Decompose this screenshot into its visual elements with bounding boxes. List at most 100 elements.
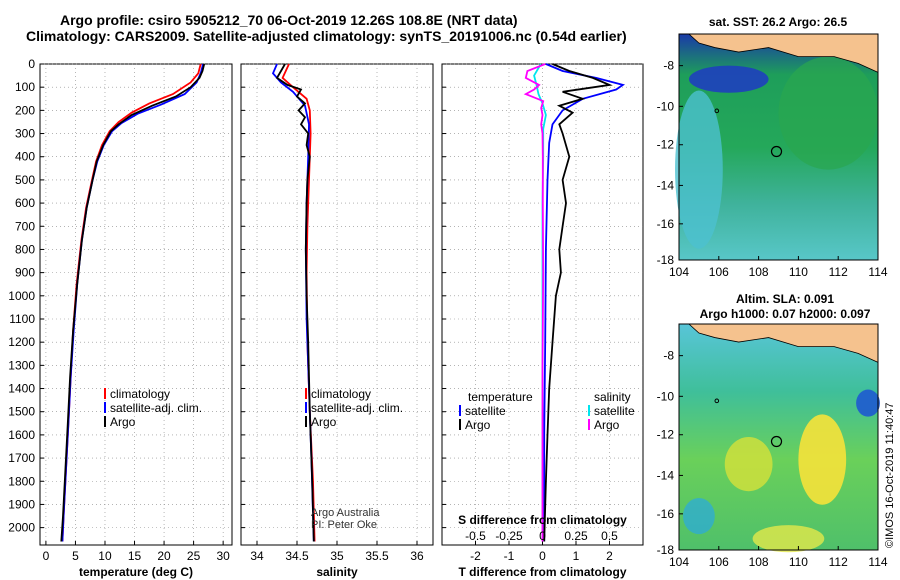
legend-label: Argo [594,418,620,432]
y-tick-label: 400 [15,150,35,164]
y-tick-label: 1500 [8,405,35,419]
y-tick-label: 600 [15,196,35,210]
imos-timestamp: ©IMOS 16-Oct-2019 11:40:47 [884,402,896,548]
x-tick-label: -1 [504,549,515,563]
legend-label: climatology [110,387,170,401]
map-y-tick-label: -18 [657,543,675,557]
y-tick-label: 1600 [8,428,35,442]
map-x-tick-label: 108 [749,555,769,569]
island-marker [714,108,720,114]
map-x-tick-label: 110 [789,555,808,569]
x-axis-label: salinity [316,565,358,579]
sla-map [678,323,880,553]
series-line-t-satellite [543,63,626,542]
s-tick-label: 0 [539,529,546,543]
series-line-satellite-adj-clim- [61,63,204,542]
x-tick-label: 20 [157,549,171,563]
y-tick-label: 500 [15,173,35,187]
s-tick-label: -0.5 [465,529,486,543]
y-tick-label: 1100 [9,312,35,326]
series-line-s-argo [523,63,546,542]
legend-label: satellite-adj. clim. [110,401,202,415]
map-field-anomaly [778,56,878,170]
legend-label: temperature [468,390,533,404]
x-axis-label: T difference from climatology [458,565,626,579]
y-tick-label: 900 [15,266,35,280]
plot-frame [39,63,233,546]
map-x-tick-label: 108 [749,265,769,279]
x-tick-label: 34.5 [285,549,309,563]
map-x-tick-label: 114 [868,265,887,279]
x-tick-label: 10 [98,549,112,563]
map-frame [678,323,879,551]
map-y-tick-label: -8 [663,349,674,363]
title-line-2: Climatology: CARS2009. Satellite-adjuste… [26,28,627,44]
s-tick-label: 0.25 [564,529,588,543]
x-tick-label: 34 [250,549,264,563]
argo-location-circle [770,435,783,448]
legend-label: Argo [311,415,337,429]
y-tick-label: 2000 [8,521,35,535]
x-tick-label: 2 [606,549,613,563]
y-tick-label: 1900 [8,497,35,511]
x-tick-label: 36 [410,549,424,563]
map-field-anomaly [724,437,773,492]
y-tick-label: 1300 [8,358,35,372]
series-line-climatology [281,63,316,542]
y-tick-label: 800 [15,242,35,256]
island-marker [714,398,720,404]
temperature-profile-panel [39,63,233,546]
x-tick-label: 0 [43,549,50,563]
x-tick-label: -2 [470,549,481,563]
map-x-tick-label: 110 [789,265,808,279]
sst-map [675,33,879,261]
map-field-anomaly [752,525,825,553]
y-tick-label: 1800 [8,474,35,488]
s-tick-label: -0.25 [495,529,523,543]
x-tick-label: 30 [216,549,230,563]
map-field-anomaly [798,414,847,505]
credit-annotation: Argo Australia [311,507,380,519]
legend-label: climatology [311,387,371,401]
title-line-1: Argo profile: csiro 5905212_70 06-Oct-20… [60,12,518,28]
x-tick-label: 35.5 [365,549,389,563]
credit-annotation: PI: Peter Oke [311,519,377,531]
map-y-tick-label: -16 [657,507,675,521]
legend-label: salinity [594,390,631,404]
map-y-tick-label: -18 [657,253,675,267]
map-y-tick-label: -10 [657,99,675,113]
y-tick-label: 100 [15,80,35,94]
map-x-tick-label: 104 [669,265,689,279]
map-y-tick-label: -14 [657,468,675,482]
y-tick-label: 1700 [8,451,35,465]
y-tick-label: 1000 [8,289,35,303]
x-axis-label: temperature (deg C) [79,565,193,579]
y-tick-label: 300 [15,127,35,141]
map-y-tick-label: -16 [657,217,675,231]
series-line-argo [275,63,315,542]
y-tick-label: 200 [15,103,35,117]
legend-label: Argo [465,418,491,432]
x-tick-label: 25 [187,549,201,563]
x-tick-label: 1 [573,549,580,563]
legend-label: satellite [465,404,506,418]
series-line-argo [60,63,206,542]
map-field-anomaly [675,90,723,249]
salinity-profile-panel [240,63,434,546]
y-tick-label: 1400 [8,382,35,396]
map-y-tick-label: -14 [657,178,675,192]
map-y-tick-label: -12 [657,428,675,442]
y-tick-label: 0 [28,57,35,71]
map-frame [678,33,879,261]
sla-map-title-2: Argo h1000: 0.07 h2000: 0.097 [700,307,871,321]
series-line-t-argo [543,63,613,542]
x-tick-label: 35 [330,549,344,563]
sst-map-title: sat. SST: 26.2 Argo: 26.5 [709,15,848,29]
x-axis-label-top: S difference from climatology [458,513,627,527]
y-tick-label: 1200 [8,335,35,349]
legend-label: satellite [594,404,635,418]
argo-location-circle [770,145,783,158]
map-x-tick-label: 106 [709,555,729,569]
x-tick-label: 5 [72,549,79,563]
